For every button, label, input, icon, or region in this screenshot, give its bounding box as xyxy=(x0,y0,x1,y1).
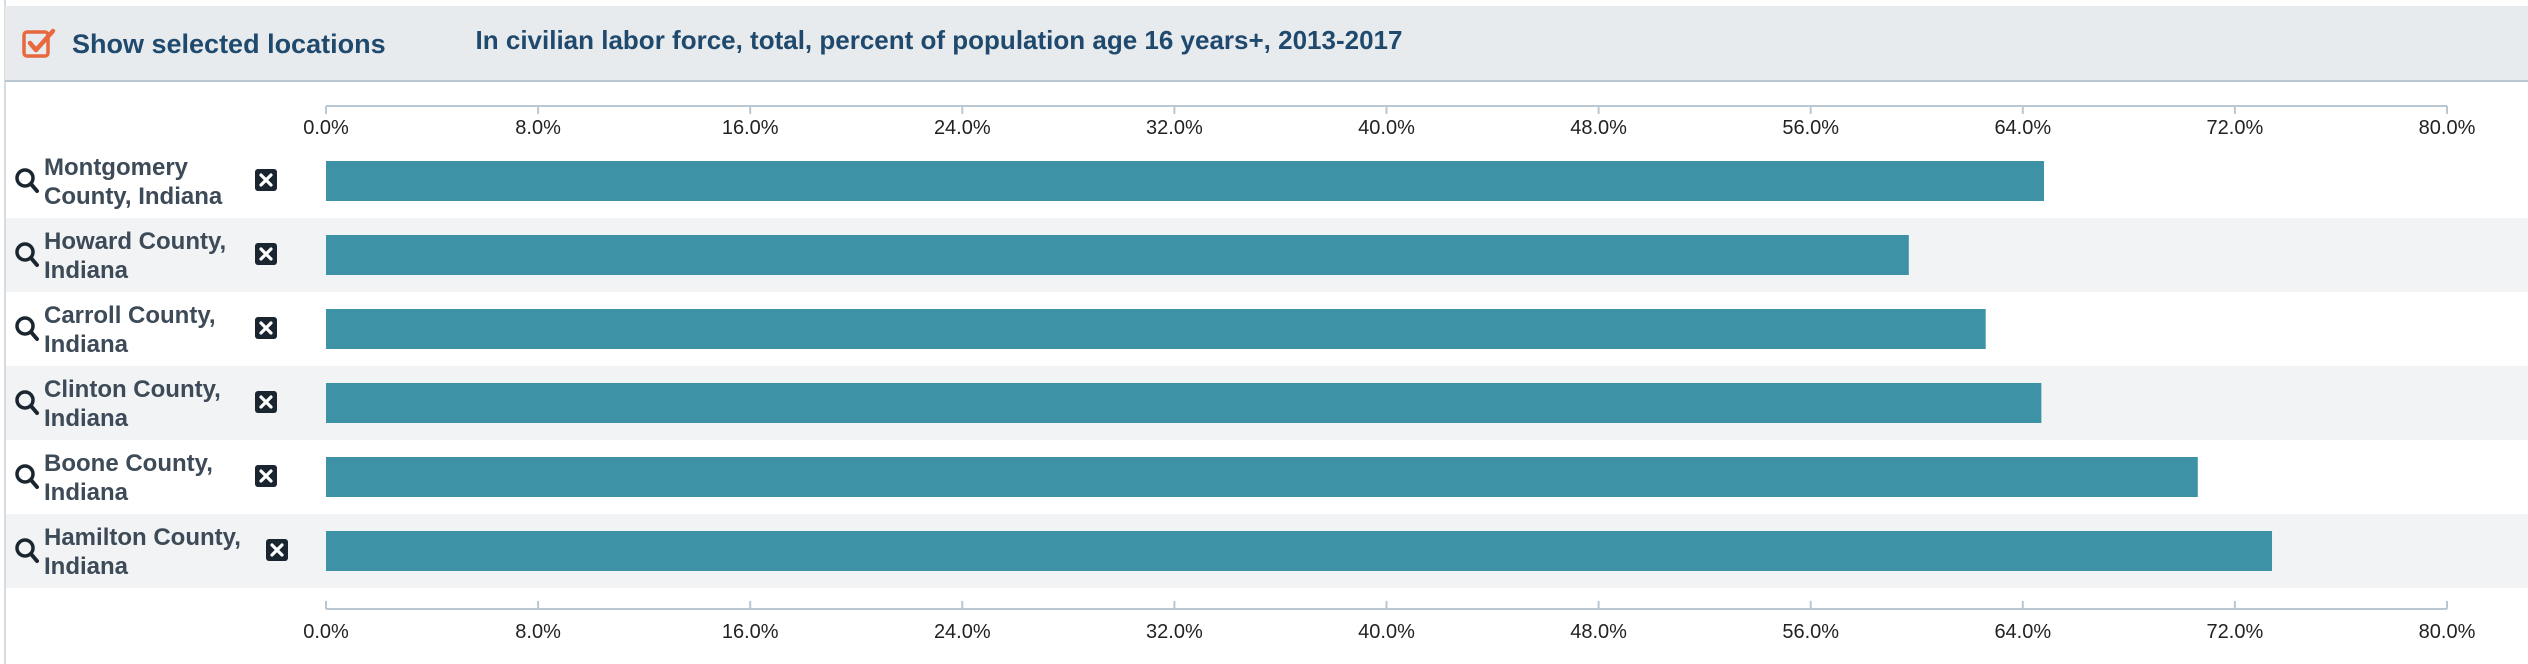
x-tick-label: 8.0% xyxy=(515,117,561,139)
x-tick-label: 16.0% xyxy=(722,621,779,643)
x-tick-label: 40.0% xyxy=(1358,117,1415,139)
bar[interactable] xyxy=(326,161,2045,201)
search-icon[interactable] xyxy=(15,538,39,563)
bar[interactable] xyxy=(326,235,1909,275)
chart-title-text: In civilian labor force, total, percent … xyxy=(475,25,1403,55)
row-label-line: Indiana xyxy=(44,257,129,284)
checkbox-checked-icon[interactable] xyxy=(22,27,56,61)
x-tick-label: 56.0% xyxy=(1782,117,1839,139)
x-tick-label: 40.0% xyxy=(1358,621,1415,643)
row-label-line: Boone County, xyxy=(44,450,213,477)
bar[interactable] xyxy=(326,383,2042,423)
x-tick-label: 24.0% xyxy=(934,117,991,139)
x-tick-label: 72.0% xyxy=(2207,621,2264,643)
show-selected-locations-toggle[interactable]: Show selected locations xyxy=(22,24,386,64)
x-tick-label: 16.0% xyxy=(722,117,779,139)
x-tick-label: 72.0% xyxy=(2207,117,2264,139)
search-icon[interactable] xyxy=(15,390,39,415)
bar[interactable] xyxy=(326,457,2198,497)
x-tick-label: 0.0% xyxy=(303,621,349,643)
x-tick-label: 56.0% xyxy=(1782,621,1839,643)
row-label-line: Montgomery xyxy=(44,154,189,181)
chart-header xyxy=(5,6,2528,82)
row-label: Howard County, Indiana xyxy=(44,228,226,284)
panel-border xyxy=(4,0,6,664)
x-tick-label: 48.0% xyxy=(1570,117,1627,139)
x-tick-label: 64.0% xyxy=(1994,621,2051,643)
row-label-line: Indiana xyxy=(44,405,129,432)
x-tick-label: 8.0% xyxy=(515,621,561,643)
x-tick-label: 80.0% xyxy=(2419,621,2476,643)
toggle-label: Show selected locations xyxy=(72,28,386,59)
x-tick-label: 80.0% xyxy=(2419,117,2476,139)
row-label-line: Hamilton County, xyxy=(44,524,241,551)
row-label: Carroll County, Indiana xyxy=(44,302,216,358)
x-tick-label: 24.0% xyxy=(934,621,991,643)
row-label: Boone County, Indiana xyxy=(44,450,213,506)
row-label-line: Indiana xyxy=(44,553,129,580)
row-label-line: Indiana xyxy=(44,331,129,358)
search-icon[interactable] xyxy=(15,464,39,489)
chart-title: In civilian labor force, total, percent … xyxy=(0,25,2528,56)
search-icon[interactable] xyxy=(15,316,39,341)
row-label-line: Clinton County, xyxy=(44,376,221,403)
row-label-line: Carroll County, xyxy=(44,302,216,329)
row-label-line: County, Indiana xyxy=(44,183,223,210)
row-label: Montgomery County, Indiana xyxy=(44,154,223,210)
bar[interactable] xyxy=(326,309,1986,349)
close-box-icon[interactable] xyxy=(255,317,277,339)
search-icon[interactable] xyxy=(15,242,39,267)
close-box-icon[interactable] xyxy=(255,465,277,487)
close-box-icon[interactable] xyxy=(255,391,277,413)
close-box-icon[interactable] xyxy=(266,539,288,561)
row-label: Clinton County, Indiana xyxy=(44,376,221,432)
row-label-line: Howard County, xyxy=(44,228,226,255)
row-label-line: Indiana xyxy=(44,479,129,506)
x-tick-label: 32.0% xyxy=(1146,117,1203,139)
x-tick-label: 0.0% xyxy=(303,117,349,139)
close-box-icon[interactable] xyxy=(255,169,277,191)
bar[interactable] xyxy=(326,531,2273,571)
close-box-icon[interactable] xyxy=(255,243,277,265)
x-tick-label: 48.0% xyxy=(1570,621,1627,643)
x-tick-label: 32.0% xyxy=(1146,621,1203,643)
x-tick-label: 64.0% xyxy=(1994,117,2051,139)
row-label: Hamilton County, Indiana xyxy=(44,524,241,580)
search-icon[interactable] xyxy=(15,168,39,193)
